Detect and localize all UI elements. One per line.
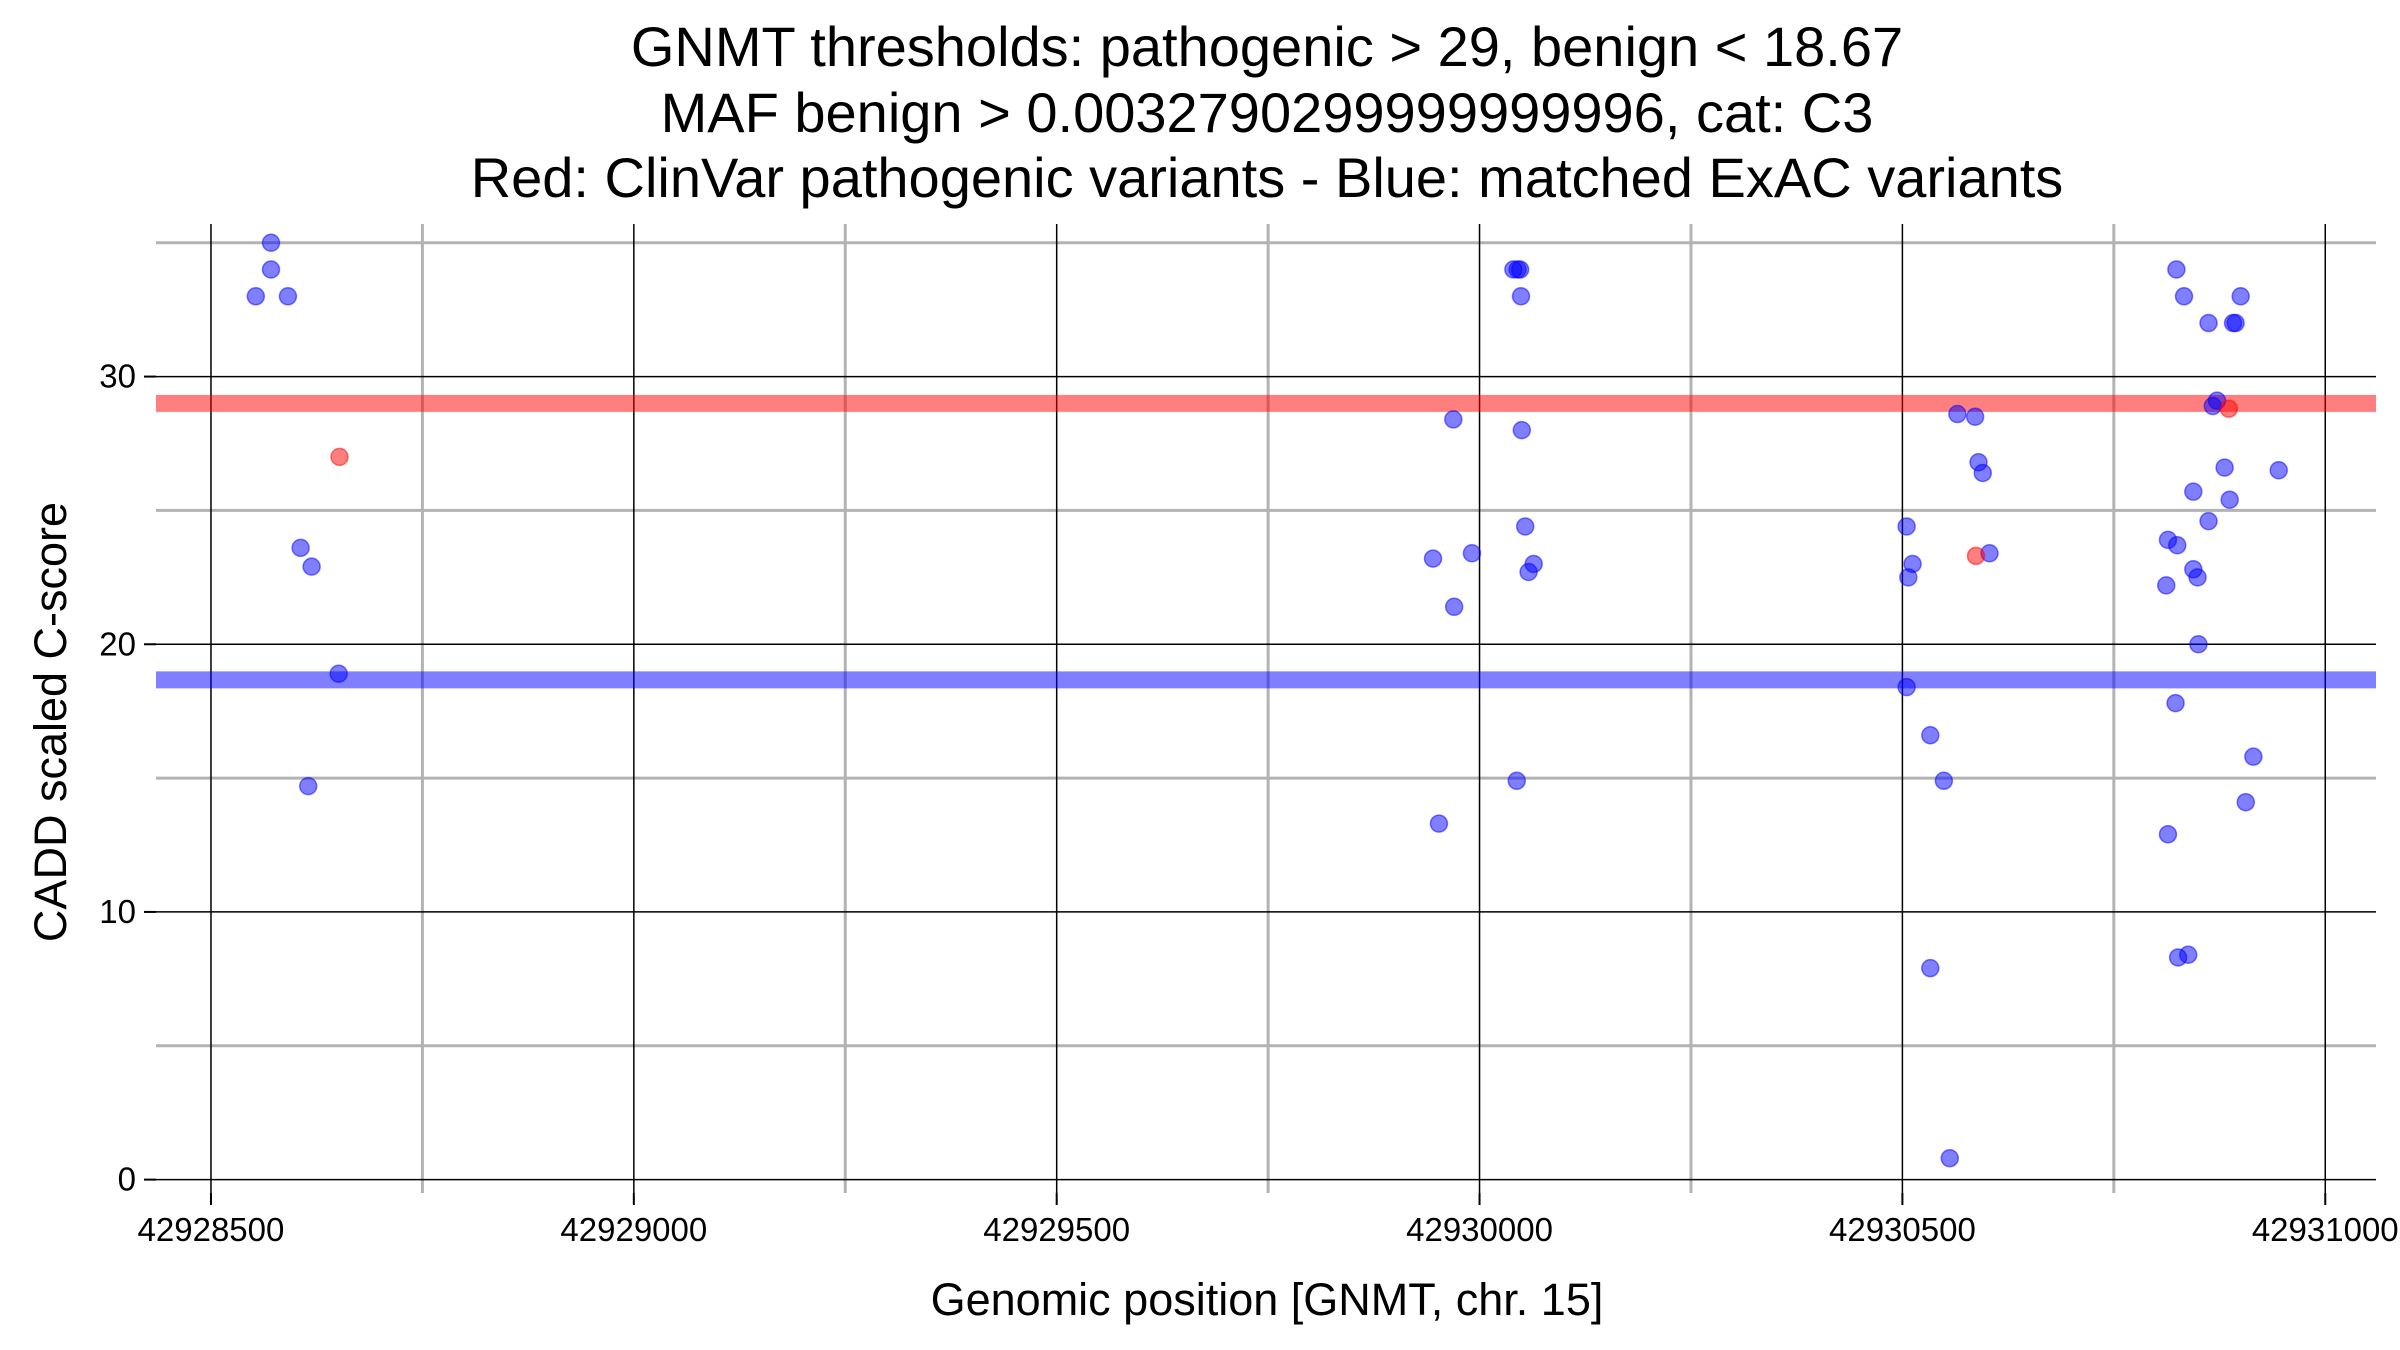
chart-title: GNMT thresholds: pathogenic > 29, benign…	[471, 15, 2064, 209]
exac-variant-point	[278, 287, 298, 306]
y-tick-label: 10	[99, 893, 136, 930]
exac-variant-point	[2184, 482, 2203, 501]
minor-gridlines	[156, 224, 2376, 1193]
exac-variant-point	[1423, 549, 1443, 568]
exac-variant-point	[1973, 463, 1992, 483]
x-tick-label: 42928500	[138, 1211, 285, 1248]
exac-variant-point	[2244, 747, 2263, 766]
x-axis: 42928500 42929000 42929500 42930000 42930500…	[138, 1193, 2399, 1248]
exac-variant-point	[1511, 287, 1531, 306]
exac-variant-point	[2199, 511, 2218, 531]
exac-variant-point	[1510, 260, 1530, 279]
exac-variant-point	[2158, 825, 2178, 844]
exac-variant-point	[1940, 1148, 1960, 1168]
exac-variant-point	[1897, 517, 1916, 536]
exac-variant-point	[2174, 287, 2194, 306]
exac-variant-point	[1965, 407, 1985, 426]
threshold-lines	[156, 394, 2376, 689]
exac-variant-point	[1507, 771, 1527, 791]
x-tick-label: 42930500	[1829, 1211, 1976, 1248]
y-tick-label: 30	[99, 358, 136, 395]
exac-variant-point	[2189, 635, 2208, 654]
exac-variant-point	[2157, 576, 2176, 595]
clinvar-pathogenic-point	[1966, 546, 1986, 566]
exac-variant-point	[2226, 313, 2245, 333]
chart-title-line-2: MAF benign > 0.0032790299999999996, cat:…	[661, 81, 1874, 144]
x-tick-label: 42931000	[2252, 1211, 2399, 1248]
major-gridlines	[156, 224, 2376, 1193]
exac-variant-point	[1948, 404, 1967, 424]
y-axis: 0 10 20 30	[99, 358, 156, 1198]
x-tick-label: 42929000	[560, 1211, 707, 1248]
exac-variant-point	[2215, 458, 2234, 477]
x-tick-label: 42930000	[1406, 1211, 1553, 1248]
exac-variant-point	[1444, 410, 1463, 429]
exac-variant-point	[261, 260, 281, 279]
exac-variant-point	[2188, 568, 2207, 587]
exac-variant-point	[2167, 260, 2186, 279]
y-tick-label: 20	[99, 625, 136, 662]
exac-variant-point	[261, 233, 281, 252]
data-points	[246, 233, 2288, 1168]
exac-variant-point	[1897, 677, 1916, 697]
exac-variant-point	[1444, 597, 1464, 617]
exac-variant-point	[2168, 535, 2187, 555]
chart-title-line-1: GNMT thresholds: pathogenic > 29, benign…	[631, 15, 1903, 78]
exac-variant-point	[302, 557, 321, 576]
exac-variant-point	[2168, 948, 2188, 967]
exac-variant-point	[1512, 420, 1532, 440]
y-axis-title: CADD scaled C-score	[25, 502, 76, 942]
exac-variant-point	[1934, 771, 1954, 791]
exac-variant-point	[1921, 958, 1940, 978]
exac-variant-point	[2220, 490, 2239, 509]
exac-variant-point	[329, 664, 348, 683]
exac-variant-point	[1519, 562, 1538, 582]
exac-variant-point	[246, 287, 266, 306]
exac-variant-point	[298, 776, 318, 796]
y-tick-label: 0	[118, 1161, 136, 1198]
x-axis-title: Genomic position [GNMT, chr. 15]	[931, 1274, 1604, 1325]
exac-variant-point	[2166, 693, 2185, 713]
exac-variant-point	[2236, 792, 2256, 812]
exac-variant-point	[1429, 814, 1449, 833]
exac-variant-point	[1899, 568, 1918, 587]
exac-variant-point	[1462, 543, 1482, 563]
x-tick-label: 42929500	[983, 1211, 1130, 1248]
clinvar-pathogenic-point	[2219, 399, 2239, 418]
exac-variant-point	[2203, 396, 2223, 416]
exac-variant-point	[2231, 287, 2250, 306]
exac-variant-point	[291, 538, 310, 558]
exac-variant-point	[2199, 313, 2218, 333]
exac-variant-point	[1515, 517, 1535, 536]
chart-title-line-3: Red: ClinVar pathogenic variants - Blue:…	[471, 146, 2064, 209]
exac-variant-point	[1921, 726, 1940, 745]
exac-variant-point	[2269, 461, 2288, 480]
clinvar-pathogenic-point	[330, 447, 349, 467]
